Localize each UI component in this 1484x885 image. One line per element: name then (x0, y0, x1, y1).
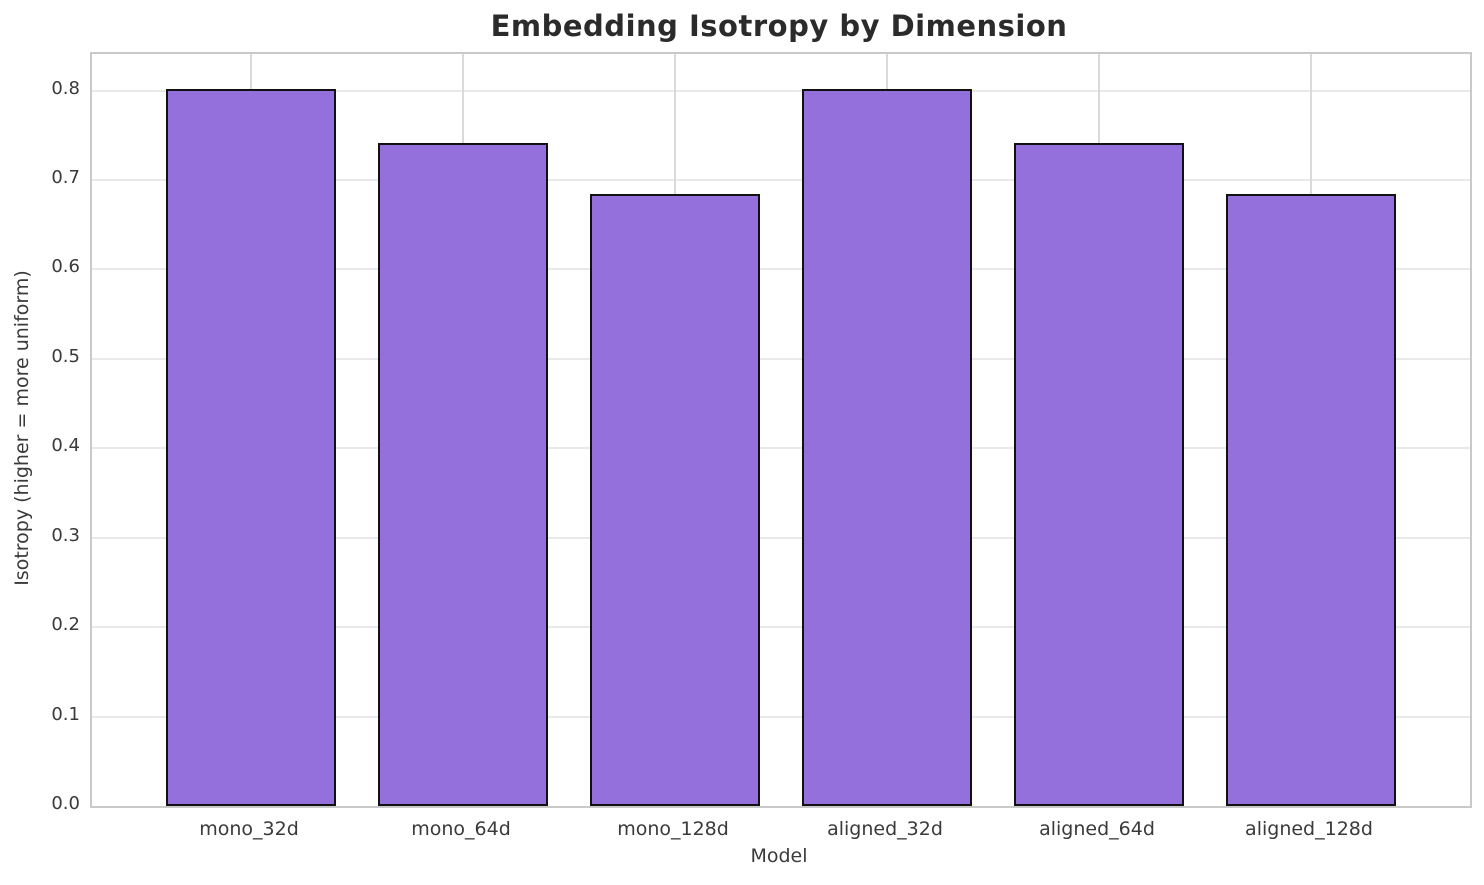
y-tick-label-0.0: 0.0 (51, 793, 80, 814)
h-gridline-0.1 (92, 715, 1470, 718)
bar-mono_64d (378, 142, 548, 806)
x-tick-label-aligned_128d: aligned_128d (1245, 818, 1373, 840)
h-gridline-0.6 (92, 268, 1470, 271)
x-tick-label-aligned_32d: aligned_32d (827, 818, 943, 840)
x-tick-label-mono_128d: mono_128d (617, 818, 729, 840)
h-gridline-0.2 (92, 626, 1470, 629)
bar-mono_128d (590, 193, 760, 806)
h-gridline-0.7 (92, 179, 1470, 182)
y-tick-label-0.4: 0.4 (51, 435, 80, 457)
y-tick-label-0.6: 0.6 (51, 256, 80, 278)
y-tick-label-0.8: 0.8 (51, 77, 80, 99)
x-tick-label-aligned_64d: aligned_64d (1039, 818, 1155, 840)
x-tick-label-mono_32d: mono_32d (199, 818, 299, 840)
bar-aligned_32d (802, 88, 972, 806)
x-axis-label: Model (750, 845, 808, 867)
bar-aligned_128d (1226, 193, 1396, 806)
y-tick-label-0.1: 0.1 (51, 703, 80, 725)
plot-area (90, 52, 1472, 808)
h-gridline-0.5 (92, 357, 1470, 360)
bar-mono_32d (166, 88, 336, 806)
h-gridline-0.3 (92, 536, 1470, 539)
y-tick-label-0.5: 0.5 (51, 345, 80, 367)
y-tick-label-0.2: 0.2 (51, 614, 80, 636)
y-tick-label-0.7: 0.7 (51, 167, 80, 189)
h-gridline-0.8 (92, 89, 1470, 92)
chart-title: Embedding Isotropy by Dimension (490, 9, 1068, 43)
bar-aligned_64d (1014, 142, 1184, 806)
x-tick-label-mono_64d: mono_64d (411, 818, 511, 840)
h-gridline-0.4 (92, 447, 1470, 450)
y-tick-label-0.3: 0.3 (51, 524, 80, 546)
